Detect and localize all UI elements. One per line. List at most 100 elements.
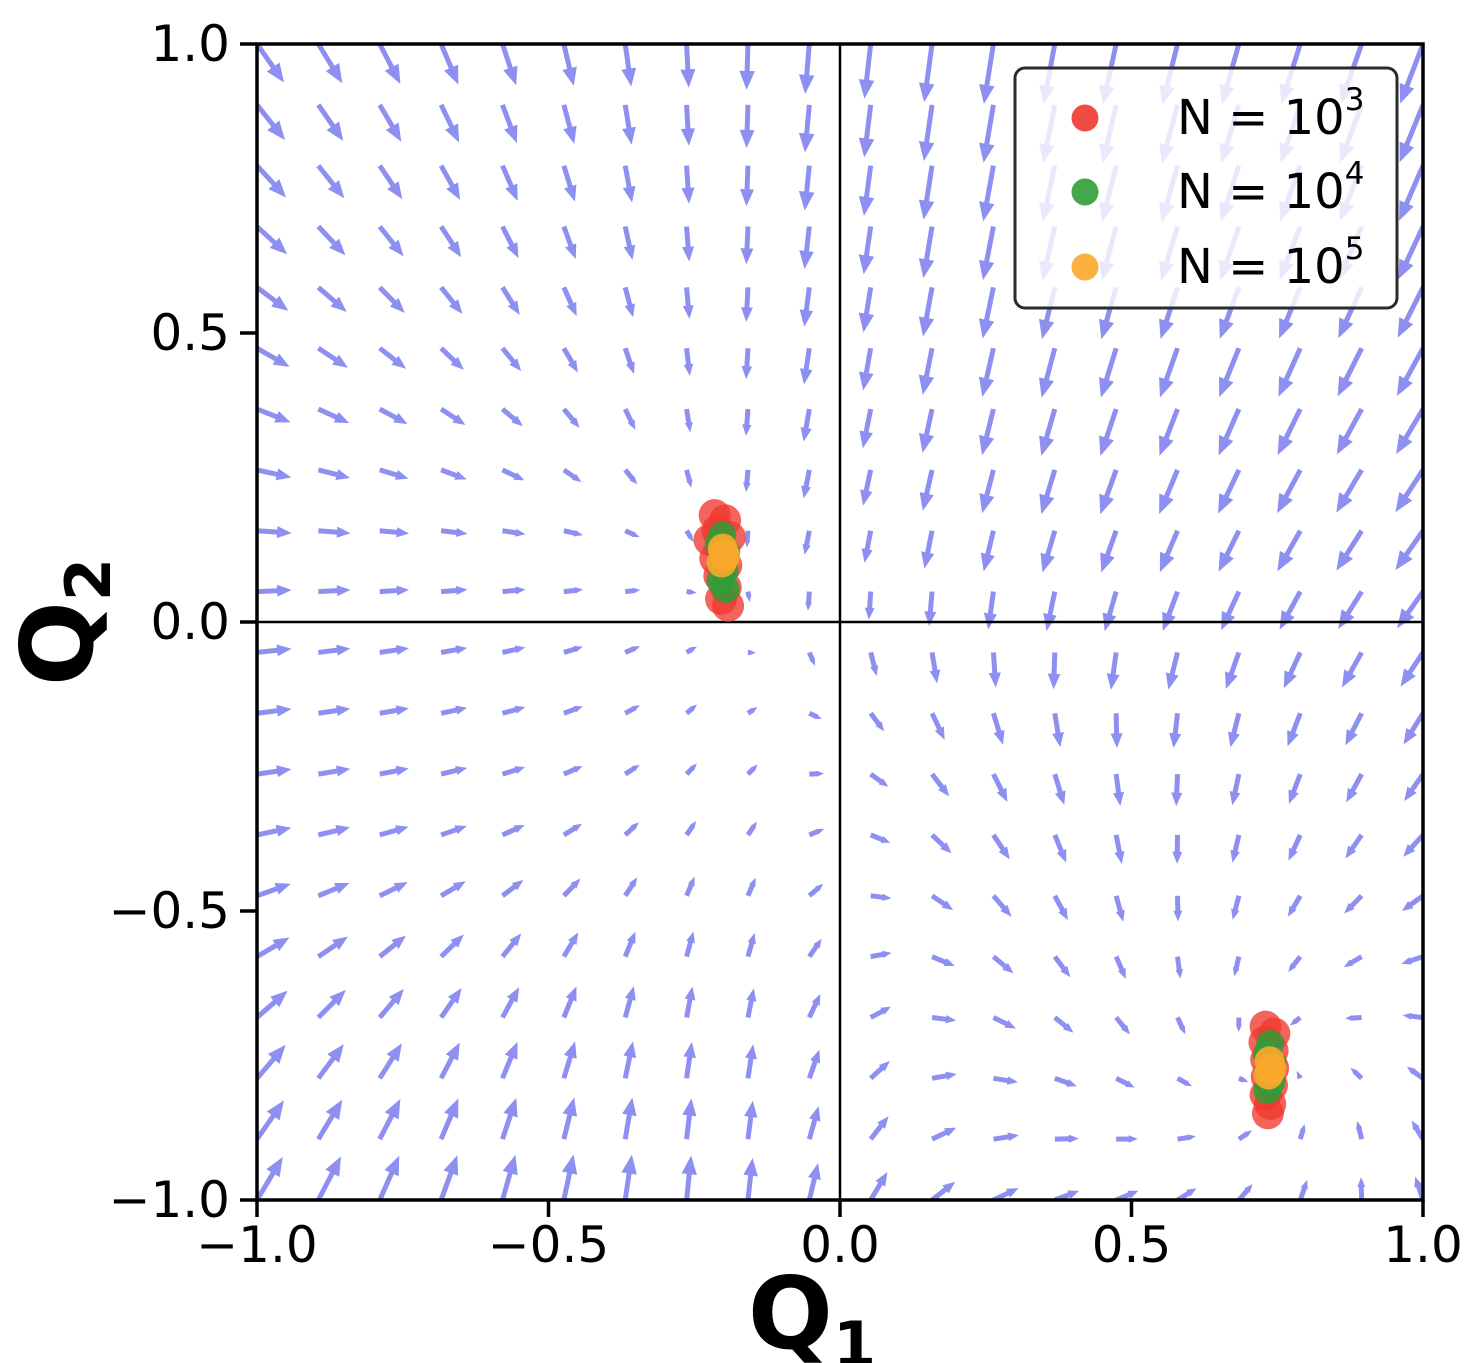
quiver-arrow (742, 408, 752, 436)
quiver-arrow (918, 286, 935, 337)
quiver-arrow (440, 645, 468, 655)
quiver-arrow (1218, 408, 1242, 456)
quiver-arrow (501, 467, 525, 481)
quiver-arrow (930, 1127, 957, 1142)
quiver-arrow (318, 644, 351, 656)
quiver-arrow (377, 1155, 400, 1200)
quiver-arrow (1162, 590, 1180, 631)
quiver-arrow (438, 103, 460, 143)
quiver-arrow (800, 408, 812, 442)
quiver-arrow (1159, 408, 1180, 456)
legend-label: N = 104 (1177, 156, 1364, 220)
quiver-arrow (257, 163, 287, 198)
quiver-arrow (858, 165, 875, 216)
quiver-arrow (1113, 955, 1126, 979)
quiver-arrow (1159, 468, 1180, 514)
quiver-arrow (1398, 225, 1423, 280)
quiver-arrow (1403, 833, 1423, 857)
quiver-arrow (1397, 590, 1423, 629)
quiver-arrow (317, 825, 351, 838)
x-tick-label: −1.0 (196, 1216, 317, 1274)
quiver-arrow (438, 44, 459, 85)
x-axis-label: Q1 (748, 1255, 876, 1363)
quiver-arrow (978, 226, 996, 280)
legend-item: N = 105 (1071, 231, 1364, 295)
quiver-arrow (622, 407, 636, 430)
quiver-arrow (562, 467, 582, 482)
quiver-arrow (1113, 773, 1125, 807)
quiver-arrow (257, 224, 288, 255)
quiver-arrow (1218, 529, 1242, 572)
quiver-arrow (1052, 712, 1064, 748)
quiver-arrow (684, 820, 697, 837)
scatter-point (1251, 1097, 1284, 1130)
quiver-arrow (858, 286, 875, 333)
quiver-arrow (1230, 834, 1242, 863)
quiver-arrow (1100, 529, 1119, 573)
quiver-arrow (561, 1097, 577, 1140)
quiver-arrow (745, 821, 757, 837)
quiver-arrow (1039, 408, 1058, 456)
quiver-arrow (1237, 1130, 1252, 1142)
quiver-arrow (622, 286, 635, 318)
quiver-arrow (561, 986, 577, 1019)
quiver-arrow (257, 765, 292, 778)
quiver-arrow (1225, 651, 1242, 690)
quiver-arrow (1099, 408, 1119, 456)
quiver-arrow (682, 1098, 697, 1140)
quiver-arrow (868, 1171, 888, 1200)
quiver-arrow (1231, 895, 1242, 920)
quiver-arrow (377, 44, 401, 85)
quiver-arrow (868, 651, 879, 676)
quiver-arrow (991, 772, 1008, 802)
quiver-arrow (930, 772, 950, 797)
quiver-arrow (1173, 895, 1183, 922)
quiver-arrow (623, 877, 638, 898)
quiver-arrow (1235, 1017, 1242, 1032)
quiver-arrow (930, 893, 954, 911)
quiver-arrow (1279, 590, 1303, 630)
quiver-arrow (316, 285, 347, 312)
quiver-arrow (561, 104, 577, 144)
quiver-arrow (257, 467, 292, 481)
quiver-arrow (1047, 652, 1061, 690)
quiver-arrow (1113, 834, 1125, 865)
quiver-arrow (439, 881, 466, 898)
quiver-arrow (979, 104, 996, 163)
quiver-arrow (561, 932, 579, 958)
tick-layer: −1.0 −0.5 0.0 0.5 1.0 −1.0 −0.5 0.0 0.5 1.0 (109, 15, 1463, 1274)
quiver-arrow (500, 164, 518, 201)
quiver-arrow (378, 346, 407, 369)
quiver-arrow (1232, 956, 1242, 977)
quiver-arrow (257, 1044, 286, 1080)
quiver-arrow (918, 44, 935, 103)
quiver-arrow (316, 346, 348, 368)
quiver-arrow (1400, 651, 1423, 687)
quiver-arrow (684, 469, 693, 488)
quiver-arrow (257, 644, 292, 657)
quiver-arrow (1401, 954, 1423, 965)
quiver-arrow (684, 763, 697, 776)
quiver-arrow (1114, 1015, 1130, 1035)
quiver-arrow (1039, 469, 1058, 515)
quiver-arrow (257, 1100, 285, 1141)
quiver-arrow (500, 880, 524, 898)
quiver-arrow (745, 1044, 757, 1079)
quiver-arrow (439, 934, 464, 959)
quiver-arrow (439, 346, 464, 370)
quiver-arrow (683, 1041, 696, 1079)
quiver-arrow (561, 44, 577, 86)
scatter-point (708, 539, 739, 570)
quiver-arrow (500, 1154, 518, 1200)
quiver-arrow (993, 1075, 1018, 1085)
quiver-arrow (802, 530, 812, 555)
quiver-arrow (440, 825, 467, 838)
quiver-arrow (500, 987, 520, 1019)
quiver-arrow (684, 876, 695, 897)
quiver-arrow (1277, 468, 1303, 514)
quiver-arrow (1289, 1015, 1302, 1026)
quiver-arrow (1397, 286, 1423, 338)
quiver-arrow (739, 44, 755, 90)
quiver-arrow (561, 1154, 578, 1200)
quiver-arrow (991, 894, 1012, 917)
